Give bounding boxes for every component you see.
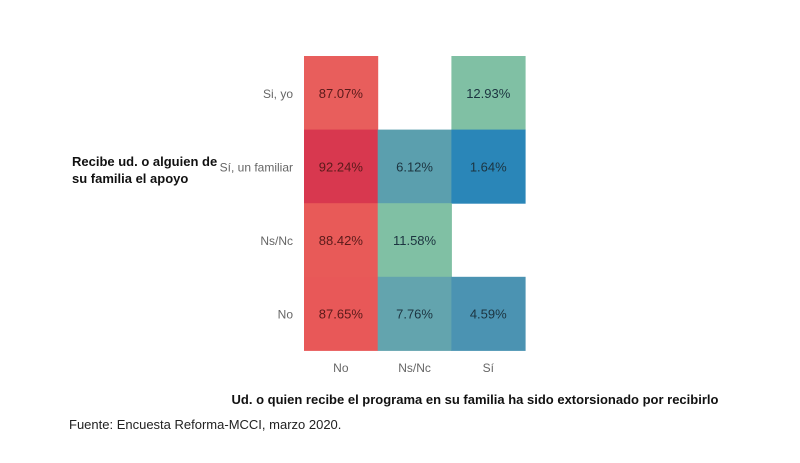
- y-tick-label: Sí, un familiar: [220, 160, 293, 174]
- heatmap-cells: [304, 56, 526, 351]
- heatmap-cell: [451, 56, 526, 131]
- cell-value-label: 88.42%: [319, 233, 364, 248]
- heatmap-cell: [377, 129, 452, 204]
- cell-value-label: 4.59%: [470, 307, 507, 322]
- x-axis-title: Ud. o quien recibe el programa en su fam…: [231, 392, 719, 407]
- x-tick-label: No: [333, 361, 349, 375]
- x-axis-tick-labels: No Ns/Nc Sí: [333, 361, 494, 375]
- cell-value-label: 11.58%: [393, 233, 437, 248]
- heatmap-cell: [304, 129, 379, 204]
- cell-value-label: 92.24%: [319, 159, 364, 174]
- heatmap-cell: [377, 203, 452, 278]
- heatmap-cell: [451, 129, 526, 204]
- heatmap-cell: [304, 56, 379, 131]
- y-tick-label: Ns/Nc: [260, 234, 293, 248]
- y-tick-label: No: [278, 308, 294, 322]
- y-tick-label: Si, yo: [263, 87, 293, 101]
- heatmap-cell: [451, 276, 526, 351]
- x-tick-label: Ns/Nc: [398, 361, 431, 375]
- cell-value-labels: 87.07% 12.93% 92.24% 6.12% 1.64% 88.42% 11.58%…: [319, 86, 511, 322]
- x-tick-label: Sí: [483, 361, 495, 375]
- y-axis-tick-labels: Si, yo Sí, un familiar Ns/Nc No: [220, 87, 294, 322]
- cell-value-label: 12.93%: [466, 86, 511, 101]
- cell-value-label: 6.12%: [396, 159, 433, 174]
- cell-value-label: 1.64%: [470, 159, 507, 174]
- heatmap-cell: [304, 203, 379, 278]
- y-axis-title: Recibe ud. o alguien de su familia el ap…: [72, 154, 218, 186]
- cell-value-label: 87.65%: [319, 307, 364, 322]
- heatmap-cell: [304, 276, 379, 351]
- cell-value-label: 7.76%: [396, 307, 433, 322]
- cell-value-label: 87.07%: [319, 86, 364, 101]
- heatmap-cell: [377, 276, 452, 351]
- source-note: Fuente: Encuesta Reforma-MCCI, marzo 202…: [69, 417, 342, 432]
